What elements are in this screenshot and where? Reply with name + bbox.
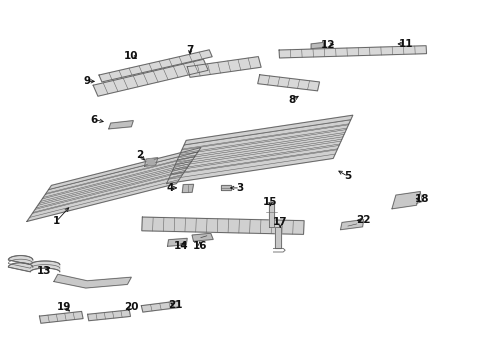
Text: 9: 9 xyxy=(84,76,91,86)
Text: 3: 3 xyxy=(237,183,244,193)
Polygon shape xyxy=(40,311,83,323)
Text: 14: 14 xyxy=(174,240,189,251)
Polygon shape xyxy=(182,184,194,193)
Text: 15: 15 xyxy=(263,197,278,207)
Text: 7: 7 xyxy=(186,45,194,55)
Text: 16: 16 xyxy=(193,240,207,251)
Text: 19: 19 xyxy=(56,302,71,312)
Polygon shape xyxy=(167,115,353,184)
Text: 12: 12 xyxy=(321,40,336,50)
Text: 20: 20 xyxy=(124,302,139,312)
Text: 21: 21 xyxy=(168,300,183,310)
Polygon shape xyxy=(168,238,187,246)
Polygon shape xyxy=(142,217,304,234)
Text: 13: 13 xyxy=(37,266,51,276)
Text: 10: 10 xyxy=(124,51,139,61)
Polygon shape xyxy=(392,192,420,209)
Polygon shape xyxy=(187,57,261,77)
Polygon shape xyxy=(311,42,323,49)
Text: 2: 2 xyxy=(136,150,143,160)
Text: 11: 11 xyxy=(398,39,413,49)
Polygon shape xyxy=(54,274,131,288)
Text: 18: 18 xyxy=(415,194,430,204)
Polygon shape xyxy=(141,301,180,312)
Text: 1: 1 xyxy=(53,216,60,226)
Text: 5: 5 xyxy=(344,171,351,181)
Polygon shape xyxy=(99,50,212,82)
Text: 4: 4 xyxy=(167,183,174,193)
Polygon shape xyxy=(221,185,231,190)
Polygon shape xyxy=(27,148,201,221)
Polygon shape xyxy=(109,121,133,129)
Polygon shape xyxy=(8,256,60,272)
Polygon shape xyxy=(269,202,274,227)
Polygon shape xyxy=(341,220,364,230)
Polygon shape xyxy=(88,310,130,321)
Polygon shape xyxy=(192,233,213,241)
Polygon shape xyxy=(275,227,281,248)
Polygon shape xyxy=(258,75,319,91)
Polygon shape xyxy=(93,59,208,96)
Text: 22: 22 xyxy=(356,215,371,225)
Text: 8: 8 xyxy=(289,95,295,105)
Polygon shape xyxy=(145,158,158,166)
Text: 6: 6 xyxy=(91,114,98,125)
Polygon shape xyxy=(279,46,426,58)
Text: 17: 17 xyxy=(273,217,288,228)
Circle shape xyxy=(147,159,155,165)
